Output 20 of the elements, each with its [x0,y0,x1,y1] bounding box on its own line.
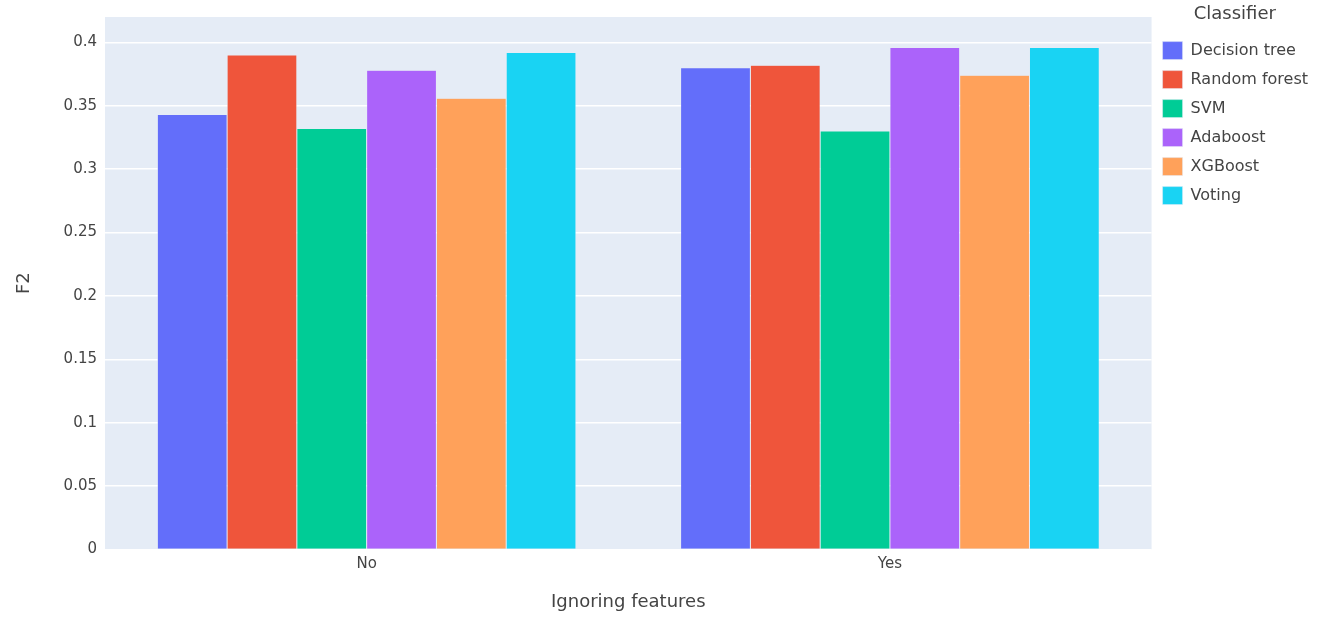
x-tick-label: No [356,554,377,573]
y-tick-label: 0.1 [73,412,97,431]
x-axis-title: Ignoring features [551,589,706,611]
y-tick-label: 0.25 [63,222,97,241]
y-tick-label: 0.2 [73,285,97,304]
legend-label: XGBoost [1190,155,1260,175]
y-axis-title: F2 [12,272,34,295]
y-tick-label: 0.15 [63,349,97,368]
y-tick-label: 0.05 [63,475,97,494]
y-tick-label: 0.4 [73,32,97,51]
legend-label: Random forest [1190,68,1309,88]
y-tick-label: 0 [87,539,97,558]
legend-title: Classifier [1193,1,1277,23]
y-tick-label: 0.35 [63,95,97,114]
legend-label: Decision tree [1190,39,1296,59]
y-tick-label: 0.3 [73,159,97,177]
x-tick-label: Yes [876,554,903,573]
legend-label: SVM [1190,97,1226,117]
legend-label: Adaboost [1190,126,1266,146]
legend-label: Voting [1190,184,1242,204]
